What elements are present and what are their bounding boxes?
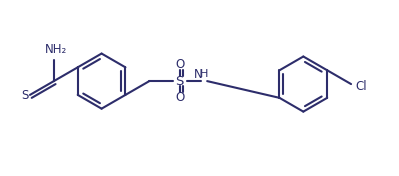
Text: O: O: [175, 58, 184, 71]
Text: S: S: [22, 89, 29, 102]
Text: O: O: [175, 91, 184, 104]
Text: NH₂: NH₂: [45, 43, 67, 55]
Text: H: H: [200, 69, 208, 79]
Text: N: N: [194, 68, 203, 81]
Text: S: S: [176, 75, 184, 88]
Text: Cl: Cl: [355, 80, 367, 93]
